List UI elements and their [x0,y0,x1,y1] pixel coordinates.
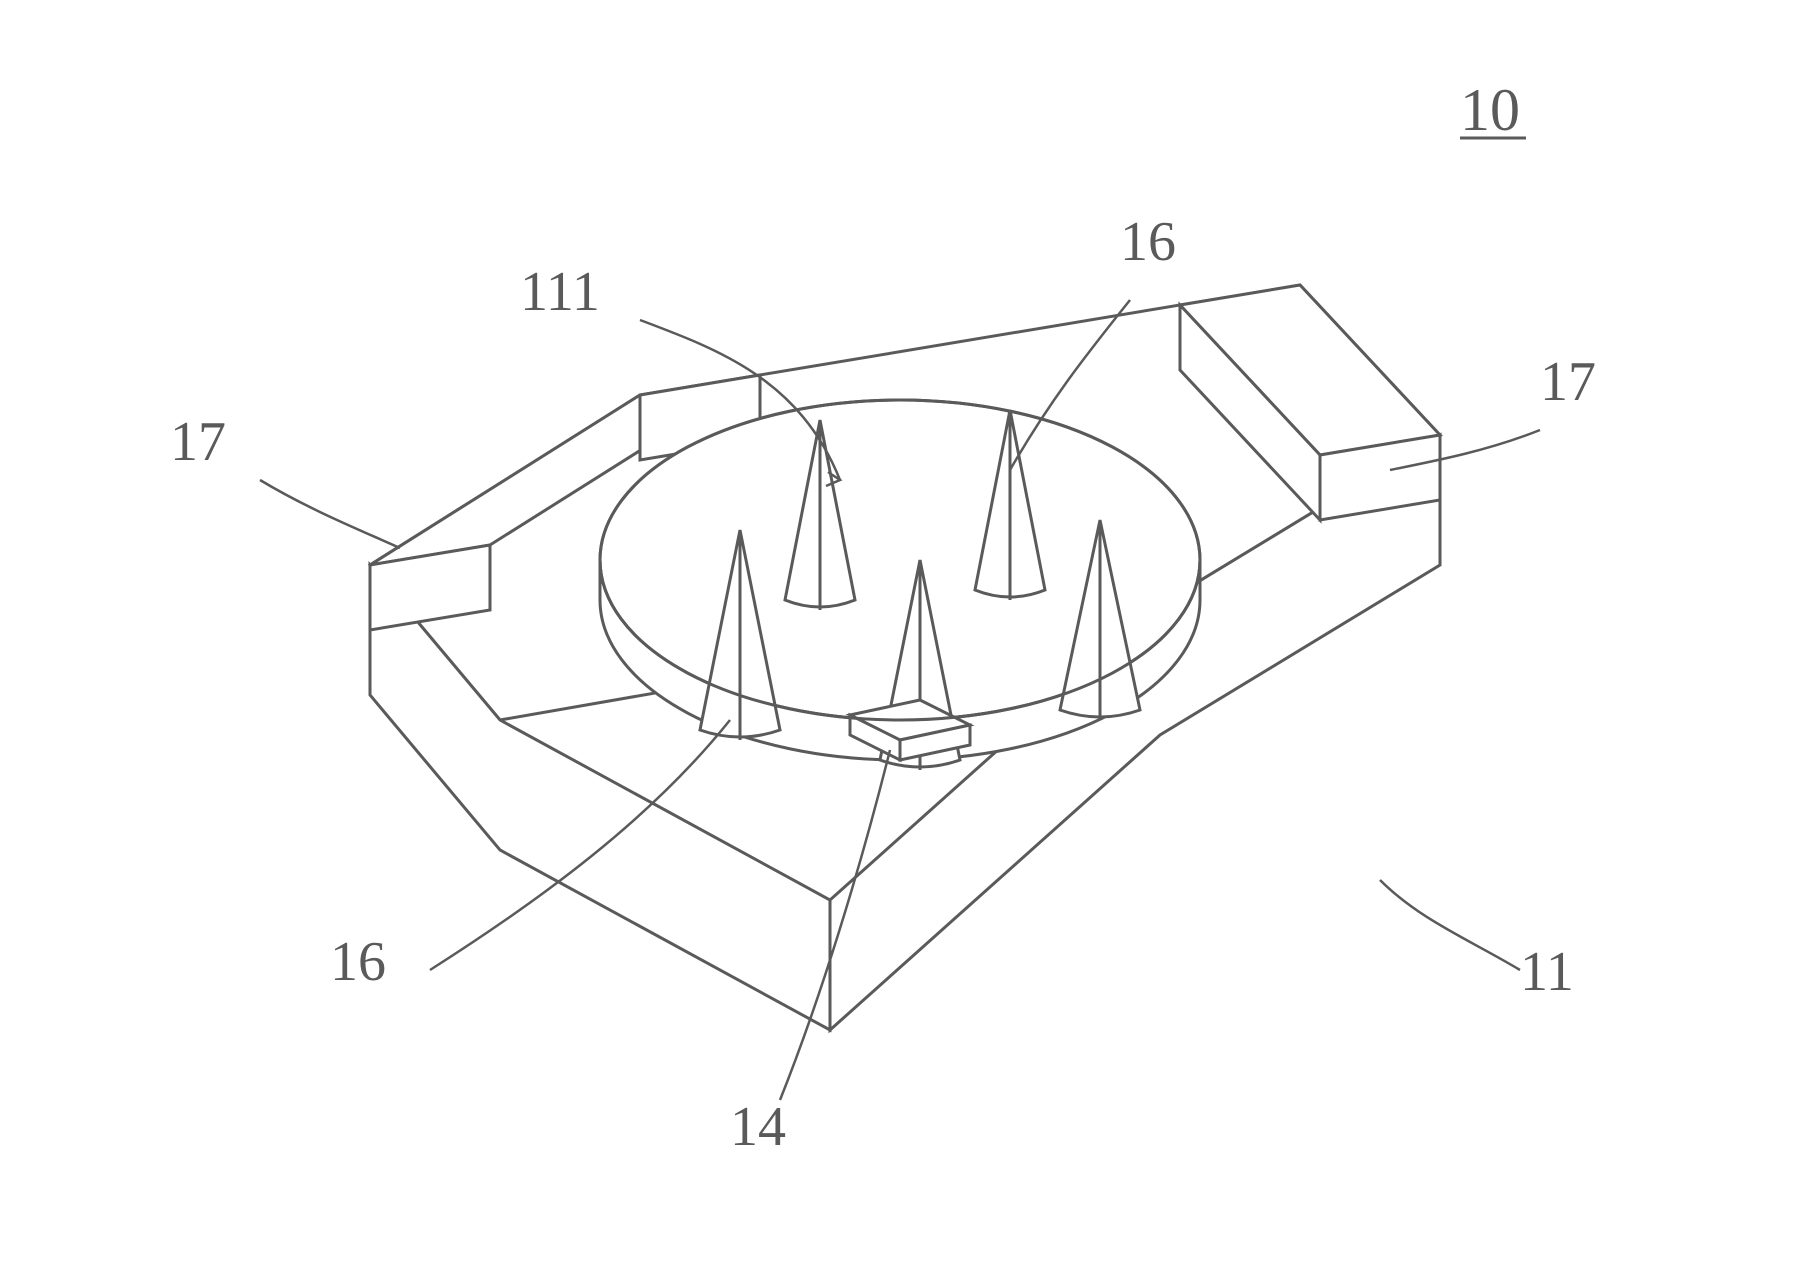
leader-ld_11 [1380,880,1520,970]
label-lbl_16a: 16 [1120,211,1176,273]
label-title: 10 [1460,77,1520,143]
label-lbl_111: 111 [520,261,600,323]
label-lbl_17a: 17 [170,411,226,473]
label-lbl_14: 14 [730,1096,786,1158]
leader-ld_17a [260,480,400,548]
label-lbl_16b: 16 [330,931,386,993]
label-lbl_11: 11 [1520,941,1574,1003]
label-lbl_17b: 17 [1540,351,1596,413]
